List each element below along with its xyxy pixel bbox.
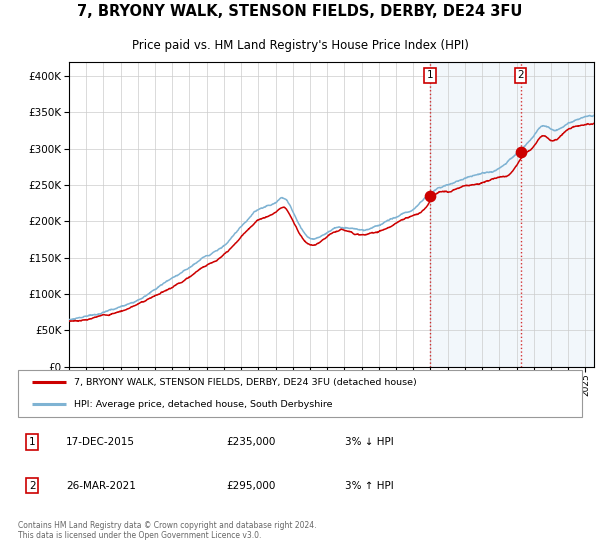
Text: £235,000: £235,000 [227,437,276,447]
Text: 2: 2 [517,71,524,80]
Text: 3% ↑ HPI: 3% ↑ HPI [345,480,394,491]
Text: £295,000: £295,000 [227,480,276,491]
Text: Contains HM Land Registry data © Crown copyright and database right 2024.
This d: Contains HM Land Registry data © Crown c… [18,521,317,540]
Text: 7, BRYONY WALK, STENSON FIELDS, DERBY, DE24 3FU (detached house): 7, BRYONY WALK, STENSON FIELDS, DERBY, D… [74,378,417,387]
Bar [430,62,594,367]
Text: 1: 1 [29,437,35,447]
Point [425,192,434,200]
Text: 2: 2 [29,480,35,491]
Text: 7, BRYONY WALK, STENSON FIELDS, DERBY, DE24 3FU: 7, BRYONY WALK, STENSON FIELDS, DERBY, D… [77,4,523,19]
Text: 3% ↓ HPI: 3% ↓ HPI [345,437,394,447]
FancyBboxPatch shape [18,370,582,417]
Text: 17-DEC-2015: 17-DEC-2015 [66,437,135,447]
Text: 1: 1 [427,71,433,80]
Point [516,148,526,157]
Text: Price paid vs. HM Land Registry's House Price Index (HPI): Price paid vs. HM Land Registry's House … [131,39,469,53]
Text: HPI: Average price, detached house, South Derbyshire: HPI: Average price, detached house, Sout… [74,400,333,409]
Text: 26-MAR-2021: 26-MAR-2021 [66,480,136,491]
